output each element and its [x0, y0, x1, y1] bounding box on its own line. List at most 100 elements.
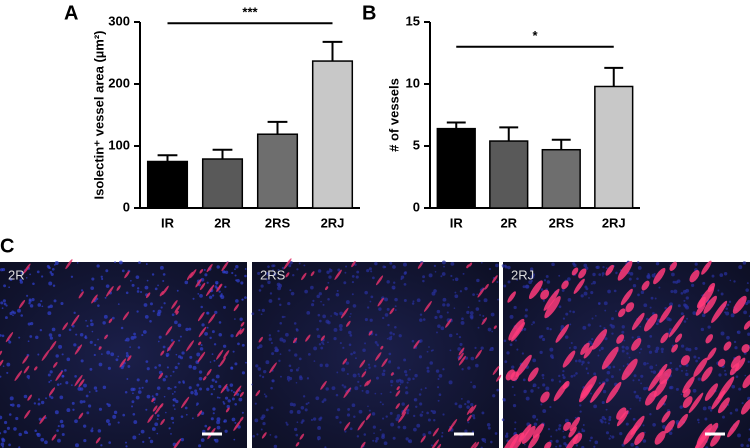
nucleus [280, 375, 282, 378]
nucleus [369, 300, 372, 303]
nucleus [521, 352, 524, 355]
vessel [458, 347, 465, 356]
vessel [449, 418, 458, 431]
nucleus [165, 411, 167, 414]
nucleus [682, 289, 687, 294]
vessel [49, 340, 57, 351]
nucleus [530, 389, 534, 393]
nucleus [718, 373, 722, 377]
micrograph-bg [0, 262, 247, 448]
vessel [659, 305, 673, 323]
nucleus [170, 338, 174, 342]
nucleus [488, 267, 492, 271]
nucleus [392, 436, 396, 440]
nucleus [209, 336, 212, 340]
nucleus [82, 400, 86, 404]
nucleus [36, 270, 40, 274]
nucleus [336, 371, 339, 374]
nucleus [372, 276, 375, 280]
nucleus [579, 410, 582, 413]
vessel [727, 419, 740, 438]
vessel [197, 311, 205, 322]
nucleus [646, 362, 649, 365]
nucleus [100, 444, 103, 447]
nucleus [310, 418, 313, 422]
nucleus [137, 346, 141, 349]
nucleus [304, 289, 308, 294]
nucleus [419, 413, 423, 417]
nucleus [697, 377, 701, 381]
nucleus [48, 381, 51, 383]
nucleus [459, 290, 463, 293]
nucleus [558, 305, 562, 309]
nucleus [668, 386, 673, 390]
nucleus [149, 439, 154, 444]
nucleus [145, 408, 148, 411]
nucleus [638, 399, 641, 402]
nucleus [230, 366, 234, 370]
nucleus [125, 441, 127, 444]
vessel [219, 357, 226, 367]
nucleus [149, 302, 153, 306]
vessel [543, 288, 560, 311]
nucleus [198, 370, 203, 374]
nucleus [351, 293, 354, 296]
nucleus [271, 264, 275, 268]
nucleus [170, 433, 172, 435]
nucleus [162, 273, 166, 276]
vessel [580, 342, 590, 356]
nucleus [491, 330, 494, 333]
nucleus [181, 351, 185, 355]
nucleus [1, 445, 4, 448]
nucleus [481, 411, 485, 415]
nucleus [279, 337, 284, 342]
nucleus [734, 408, 739, 412]
nucleus [503, 284, 507, 288]
nucleus [442, 303, 446, 307]
nucleus [675, 367, 679, 371]
vessel [376, 275, 384, 286]
y-tick-label: 100 [108, 137, 130, 152]
nucleus [325, 387, 329, 391]
nucleus [331, 386, 336, 391]
nucleus [598, 273, 602, 276]
nucleus [570, 374, 574, 378]
nucleus [643, 303, 648, 308]
nucleus [551, 356, 554, 359]
nucleus [11, 403, 15, 407]
nucleus [348, 330, 352, 335]
nucleus [320, 346, 324, 350]
nucleus [489, 349, 491, 351]
vessel [74, 374, 83, 387]
nucleus [93, 386, 98, 390]
vessel [171, 300, 178, 310]
nucleus [530, 275, 535, 279]
nucleus [172, 397, 177, 402]
nucleus [152, 309, 155, 313]
vessel [734, 357, 746, 372]
nucleus [356, 270, 360, 274]
nucleus [222, 344, 227, 348]
nucleus [581, 430, 584, 432]
vessel [641, 280, 650, 291]
nucleus [317, 426, 322, 430]
nucleus [591, 317, 594, 320]
nucleus [361, 389, 364, 392]
nucleus [185, 413, 188, 416]
x-tick-label: IR [161, 215, 175, 230]
vessel [366, 379, 372, 386]
nucleus [178, 380, 181, 384]
nucleus [79, 333, 84, 337]
nucleus [274, 435, 278, 439]
nucleus [628, 356, 631, 359]
nucleus [29, 321, 34, 326]
nucleus [264, 395, 268, 398]
micrograph: 2RJ [501, 260, 750, 448]
nucleus [390, 379, 394, 384]
nucleus [265, 408, 269, 412]
vessel [569, 417, 581, 432]
nucleus [522, 285, 526, 289]
nucleus [29, 304, 34, 308]
nucleus [573, 345, 577, 350]
nucleus [695, 359, 698, 363]
